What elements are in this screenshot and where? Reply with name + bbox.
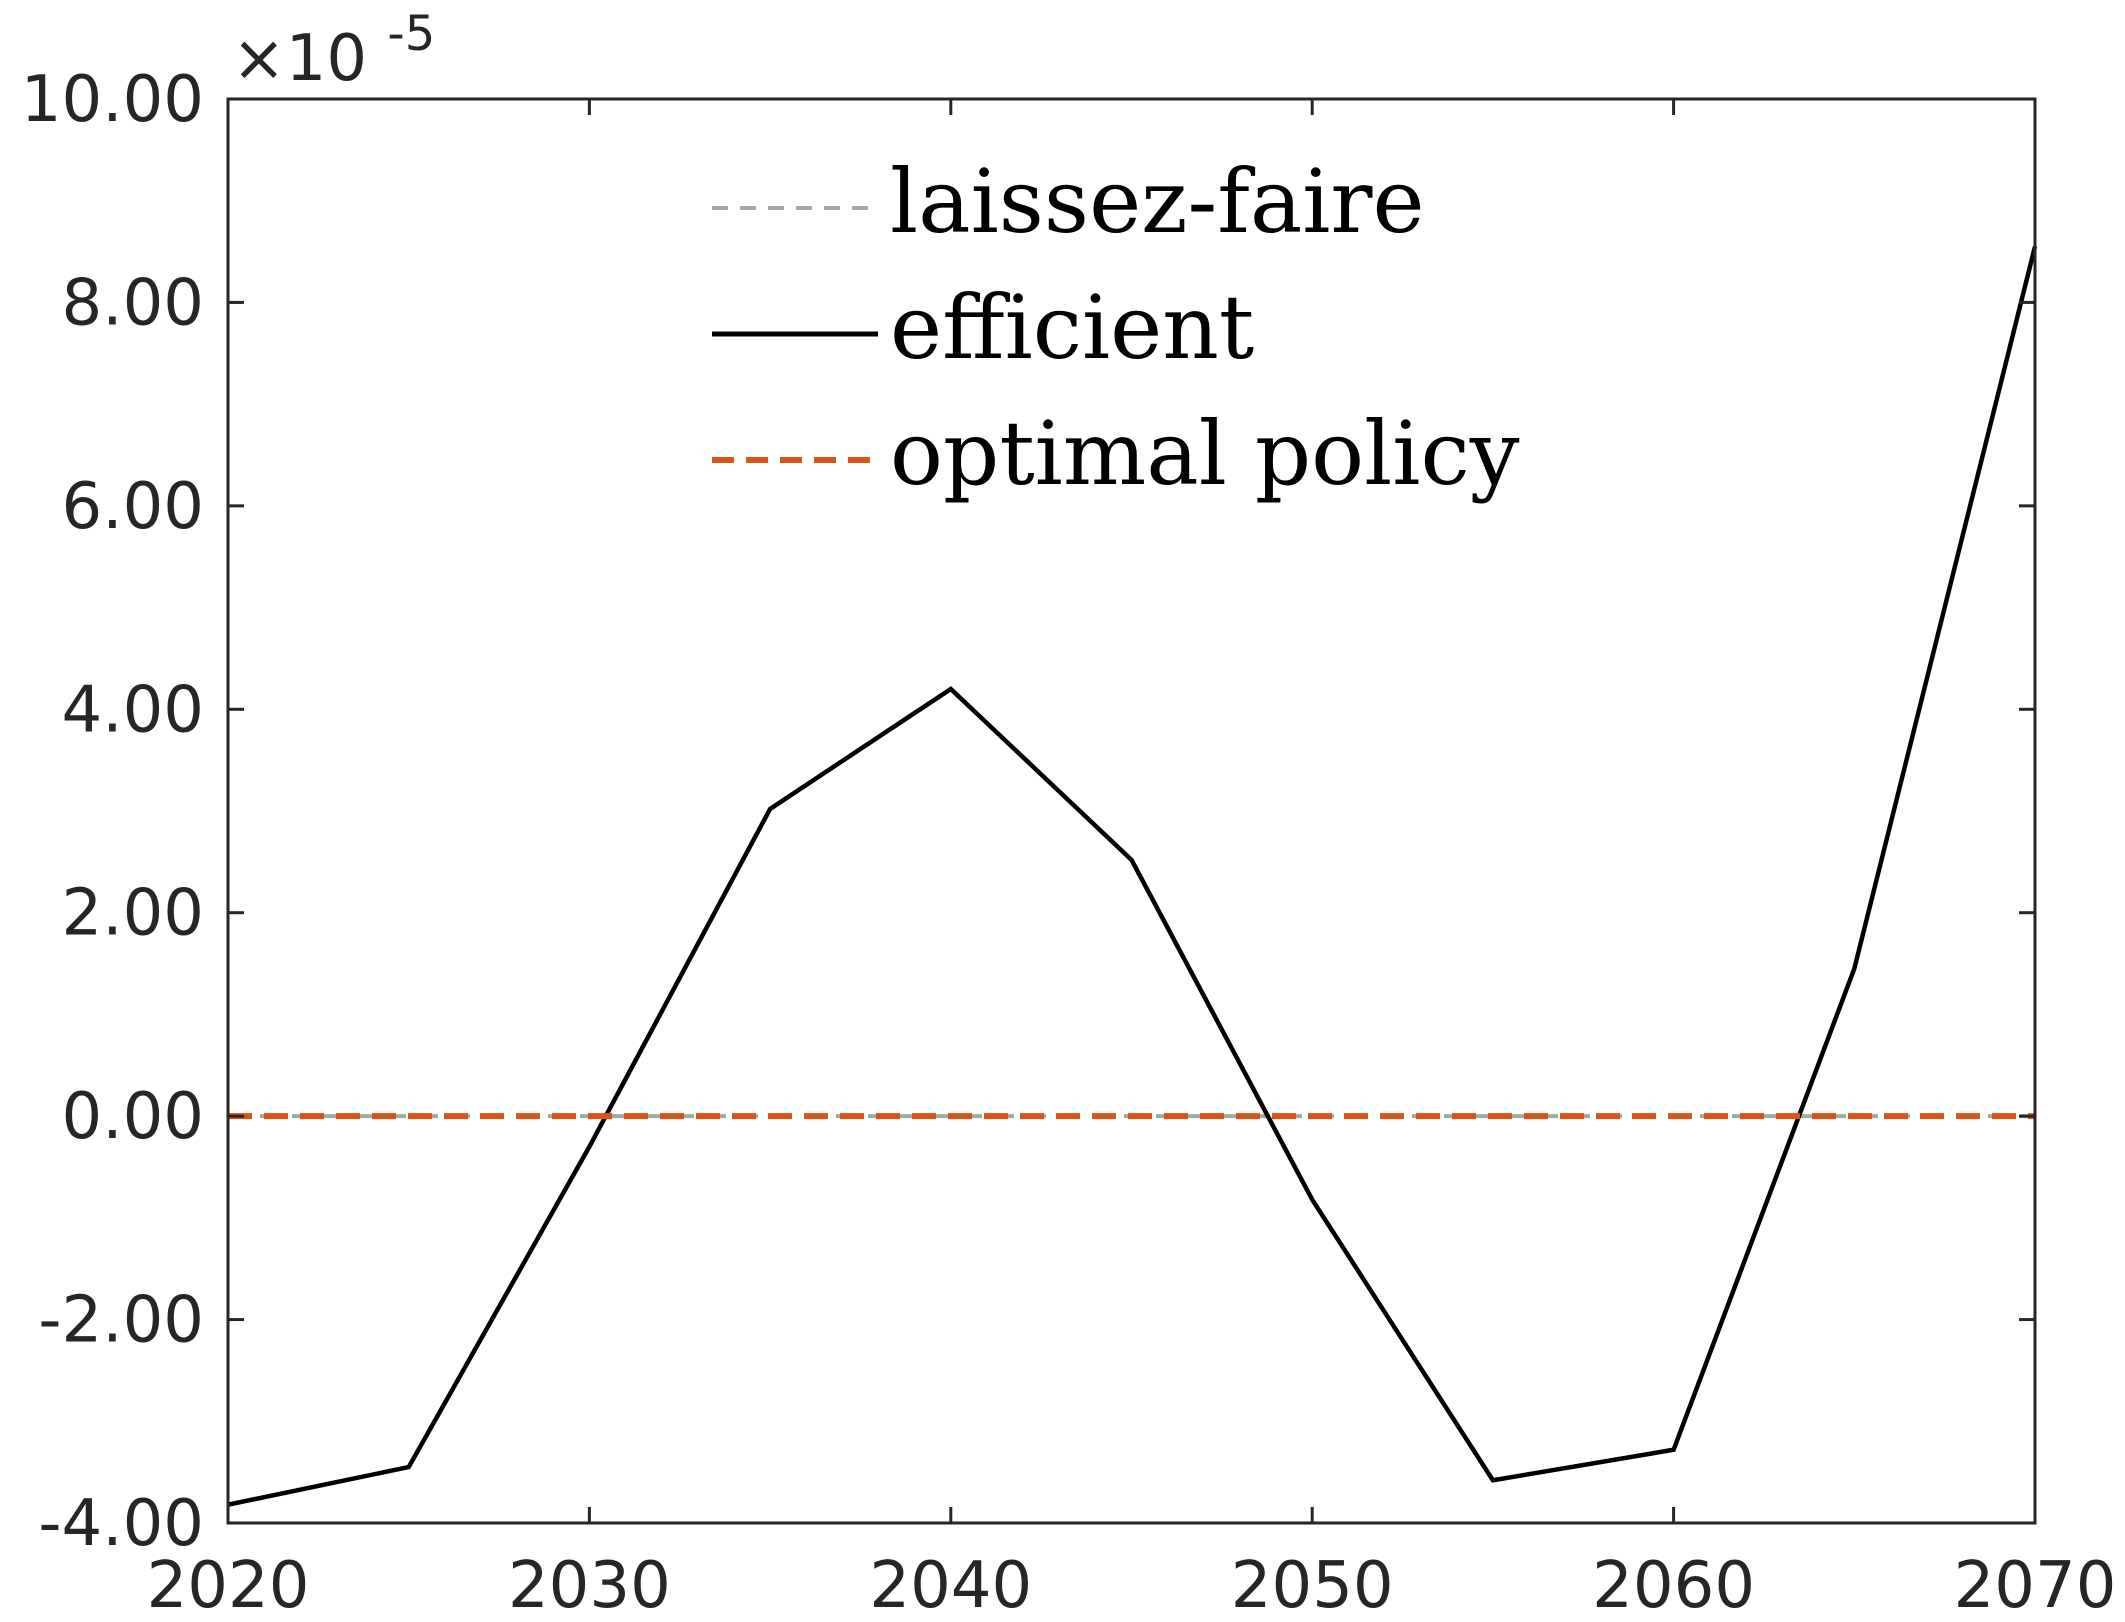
tick-layer — [226, 97, 2037, 1525]
y-tick-label-7: 10.00 — [21, 63, 204, 137]
x-tick-label-1: 2030 — [508, 1549, 671, 1622]
x-tick-label-2: 2040 — [869, 1549, 1032, 1622]
y-exponent-label: ×10 -5 — [232, 6, 435, 96]
y-tick-label-6: 8.00 — [62, 266, 205, 340]
y-tick-labels: -4.00 -2.00 0.00 2.00 4.00 6.00 8.00 10.00 — [21, 63, 204, 1561]
y-tick-label-2: 0.00 — [62, 1080, 205, 1154]
x-tick-label-3: 2050 — [1231, 1549, 1394, 1622]
x-tick-label-5: 2070 — [1954, 1549, 2117, 1622]
y-exponent-power: -5 — [387, 6, 435, 62]
y-tick-label-3: 2.00 — [62, 877, 205, 951]
x-tick-label-0: 2020 — [147, 1549, 310, 1622]
y-exponent-times: ×10 — [232, 22, 367, 96]
series-layer — [227, 245, 2038, 1507]
legend-label-efficient: efficient — [890, 276, 1254, 379]
x-tick-labels: 2020 2030 2040 2050 2060 2070 — [147, 1549, 2117, 1622]
y-tick-label-0: -4.00 — [38, 1487, 204, 1561]
y-tick-label-5: 6.00 — [62, 470, 205, 544]
x-tick-label-4: 2060 — [1592, 1549, 1755, 1622]
y-tick-label-4: 4.00 — [62, 673, 205, 747]
y-tick-label-1: -2.00 — [38, 1284, 204, 1358]
series-line-efficient — [227, 245, 2038, 1507]
plot-frame — [226, 97, 2037, 1525]
legend-label-optimal-policy: optimal policy — [890, 402, 1520, 505]
legend-label-laissez-faire: laissez-faire — [890, 150, 1425, 253]
legend: laissez-faire efficient optimal policy — [712, 150, 1520, 505]
